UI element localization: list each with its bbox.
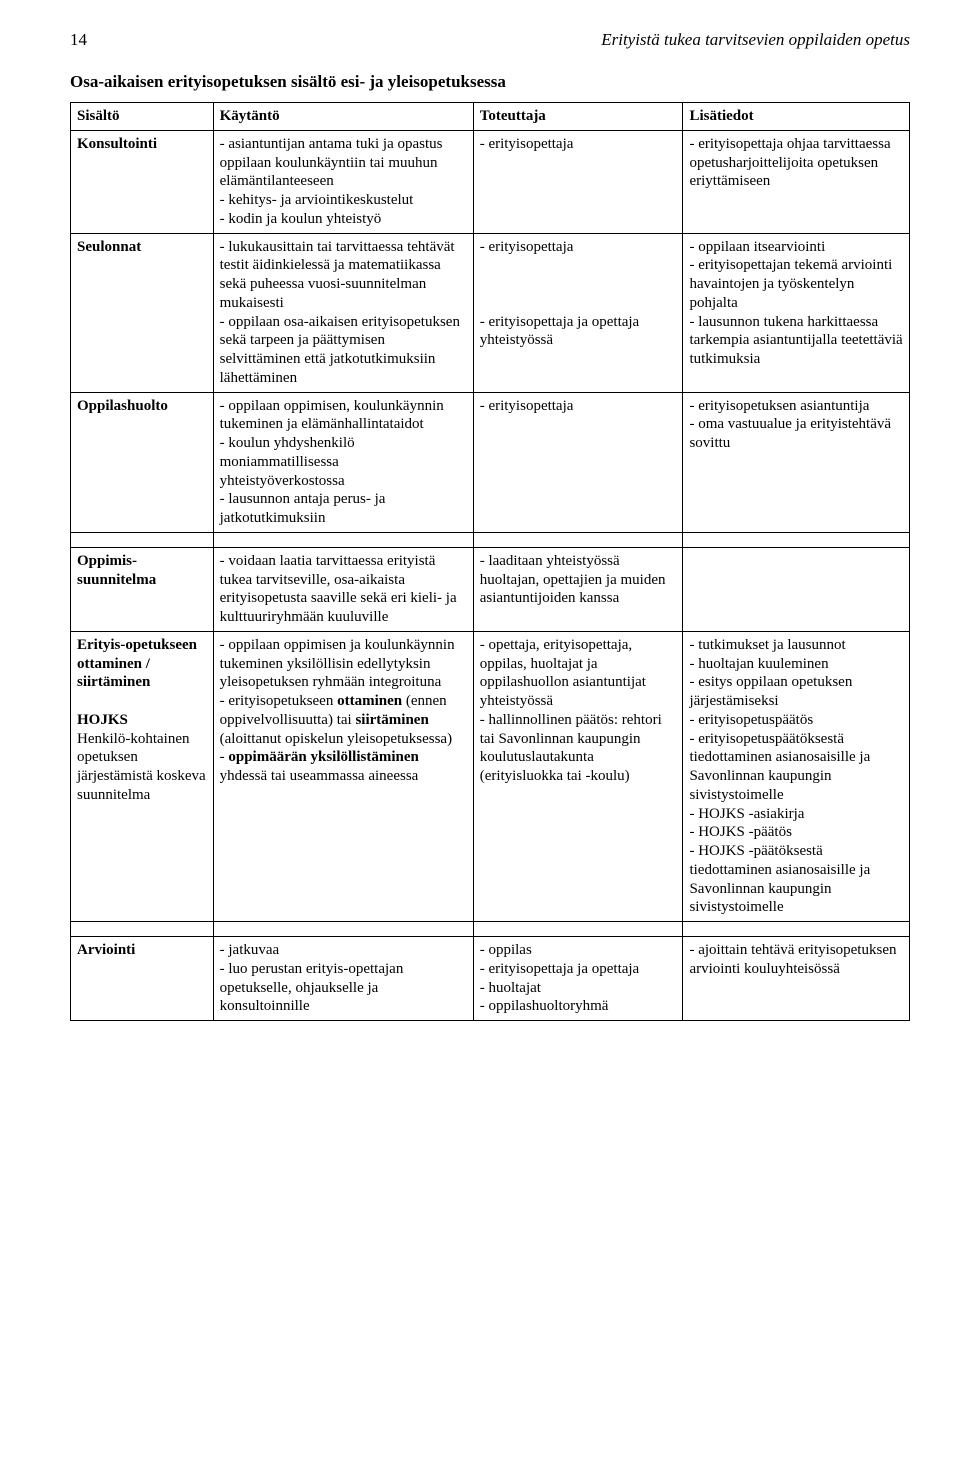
col-header: Sisältö bbox=[71, 103, 214, 131]
cell: - voidaan laatia tarvittaessa erityistä … bbox=[213, 547, 473, 631]
cell: - asiantuntijan antama tuki ja opastus o… bbox=[213, 130, 473, 233]
cell bbox=[473, 922, 683, 937]
table-row: Seulonnat - lukukausittain tai tarvittae… bbox=[71, 233, 910, 392]
cell bbox=[683, 922, 910, 937]
table-row-spacer bbox=[71, 532, 910, 547]
cell: - tutkimukset ja lausunnot- huoltajan ku… bbox=[683, 631, 910, 921]
cell: - lukukausittain tai tarvittaessa tehtäv… bbox=[213, 233, 473, 392]
cell bbox=[71, 532, 214, 547]
cell: - ajoittain tehtävä erityisopetuksen arv… bbox=[683, 937, 910, 1021]
cell: - oppilaan oppimisen, koulunkäynnin tuke… bbox=[213, 392, 473, 532]
cell bbox=[683, 532, 910, 547]
cell: - oppilas- erityisopettaja ja opettaja- … bbox=[473, 937, 683, 1021]
cell: Seulonnat bbox=[71, 233, 214, 392]
cell: Arviointi bbox=[71, 937, 214, 1021]
cell: - erityisopettaja- erityisopettaja ja op… bbox=[473, 233, 683, 392]
table-row: Oppilashuolto - oppilaan oppimisen, koul… bbox=[71, 392, 910, 532]
cell: - oppilaan itsearviointi- erityisopettaj… bbox=[683, 233, 910, 392]
cell: - erityisopettaja bbox=[473, 130, 683, 233]
section-subtitle: Osa-aikaisen erityisopetuksen sisältö es… bbox=[70, 72, 910, 92]
table-row: Erityis-opetukseen ottaminen / siirtämin… bbox=[71, 631, 910, 921]
cell bbox=[213, 922, 473, 937]
table-row-spacer bbox=[71, 922, 910, 937]
cell: - oppilaan oppimisen ja koulunkäynnin tu… bbox=[213, 631, 473, 921]
table-row: Konsultointi - asiantuntijan antama tuki… bbox=[71, 130, 910, 233]
cell: Oppimis-suunnitelma bbox=[71, 547, 214, 631]
page-header: 14 Erityistä tukea tarvitsevien oppilaid… bbox=[70, 30, 910, 50]
cell: - jatkuvaa- luo perustan erityis-opettaj… bbox=[213, 937, 473, 1021]
cell bbox=[473, 532, 683, 547]
cell: Konsultointi bbox=[71, 130, 214, 233]
content-table: Sisältö Käytäntö Toteuttaja Lisätiedot K… bbox=[70, 102, 910, 1021]
cell: Erityis-opetukseen ottaminen / siirtämin… bbox=[71, 631, 214, 921]
table-row: Arviointi - jatkuvaa- luo perustan erity… bbox=[71, 937, 910, 1021]
cell: - erityisopettaja ohjaa tarvittaessa ope… bbox=[683, 130, 910, 233]
col-header: Lisätiedot bbox=[683, 103, 910, 131]
cell: - erityisopettaja bbox=[473, 392, 683, 532]
table-header-row: Sisältö Käytäntö Toteuttaja Lisätiedot bbox=[71, 103, 910, 131]
cell bbox=[683, 547, 910, 631]
page: 14 Erityistä tukea tarvitsevien oppilaid… bbox=[0, 0, 960, 1061]
table-body: Konsultointi - asiantuntijan antama tuki… bbox=[71, 130, 910, 1020]
cell: - laaditaan yhteistyössä huoltajan, opet… bbox=[473, 547, 683, 631]
cell bbox=[213, 532, 473, 547]
doc-title: Erityistä tukea tarvitsevien oppilaiden … bbox=[601, 30, 910, 50]
col-header: Toteuttaja bbox=[473, 103, 683, 131]
table-row: Oppimis-suunnitelma - voidaan laatia tar… bbox=[71, 547, 910, 631]
page-number: 14 bbox=[70, 30, 87, 50]
cell bbox=[71, 922, 214, 937]
col-header: Käytäntö bbox=[213, 103, 473, 131]
cell: - opettaja, erityisopettaja, oppilas, hu… bbox=[473, 631, 683, 921]
cell: Oppilashuolto bbox=[71, 392, 214, 532]
cell: - erityisopetuksen asiantuntija- oma vas… bbox=[683, 392, 910, 532]
